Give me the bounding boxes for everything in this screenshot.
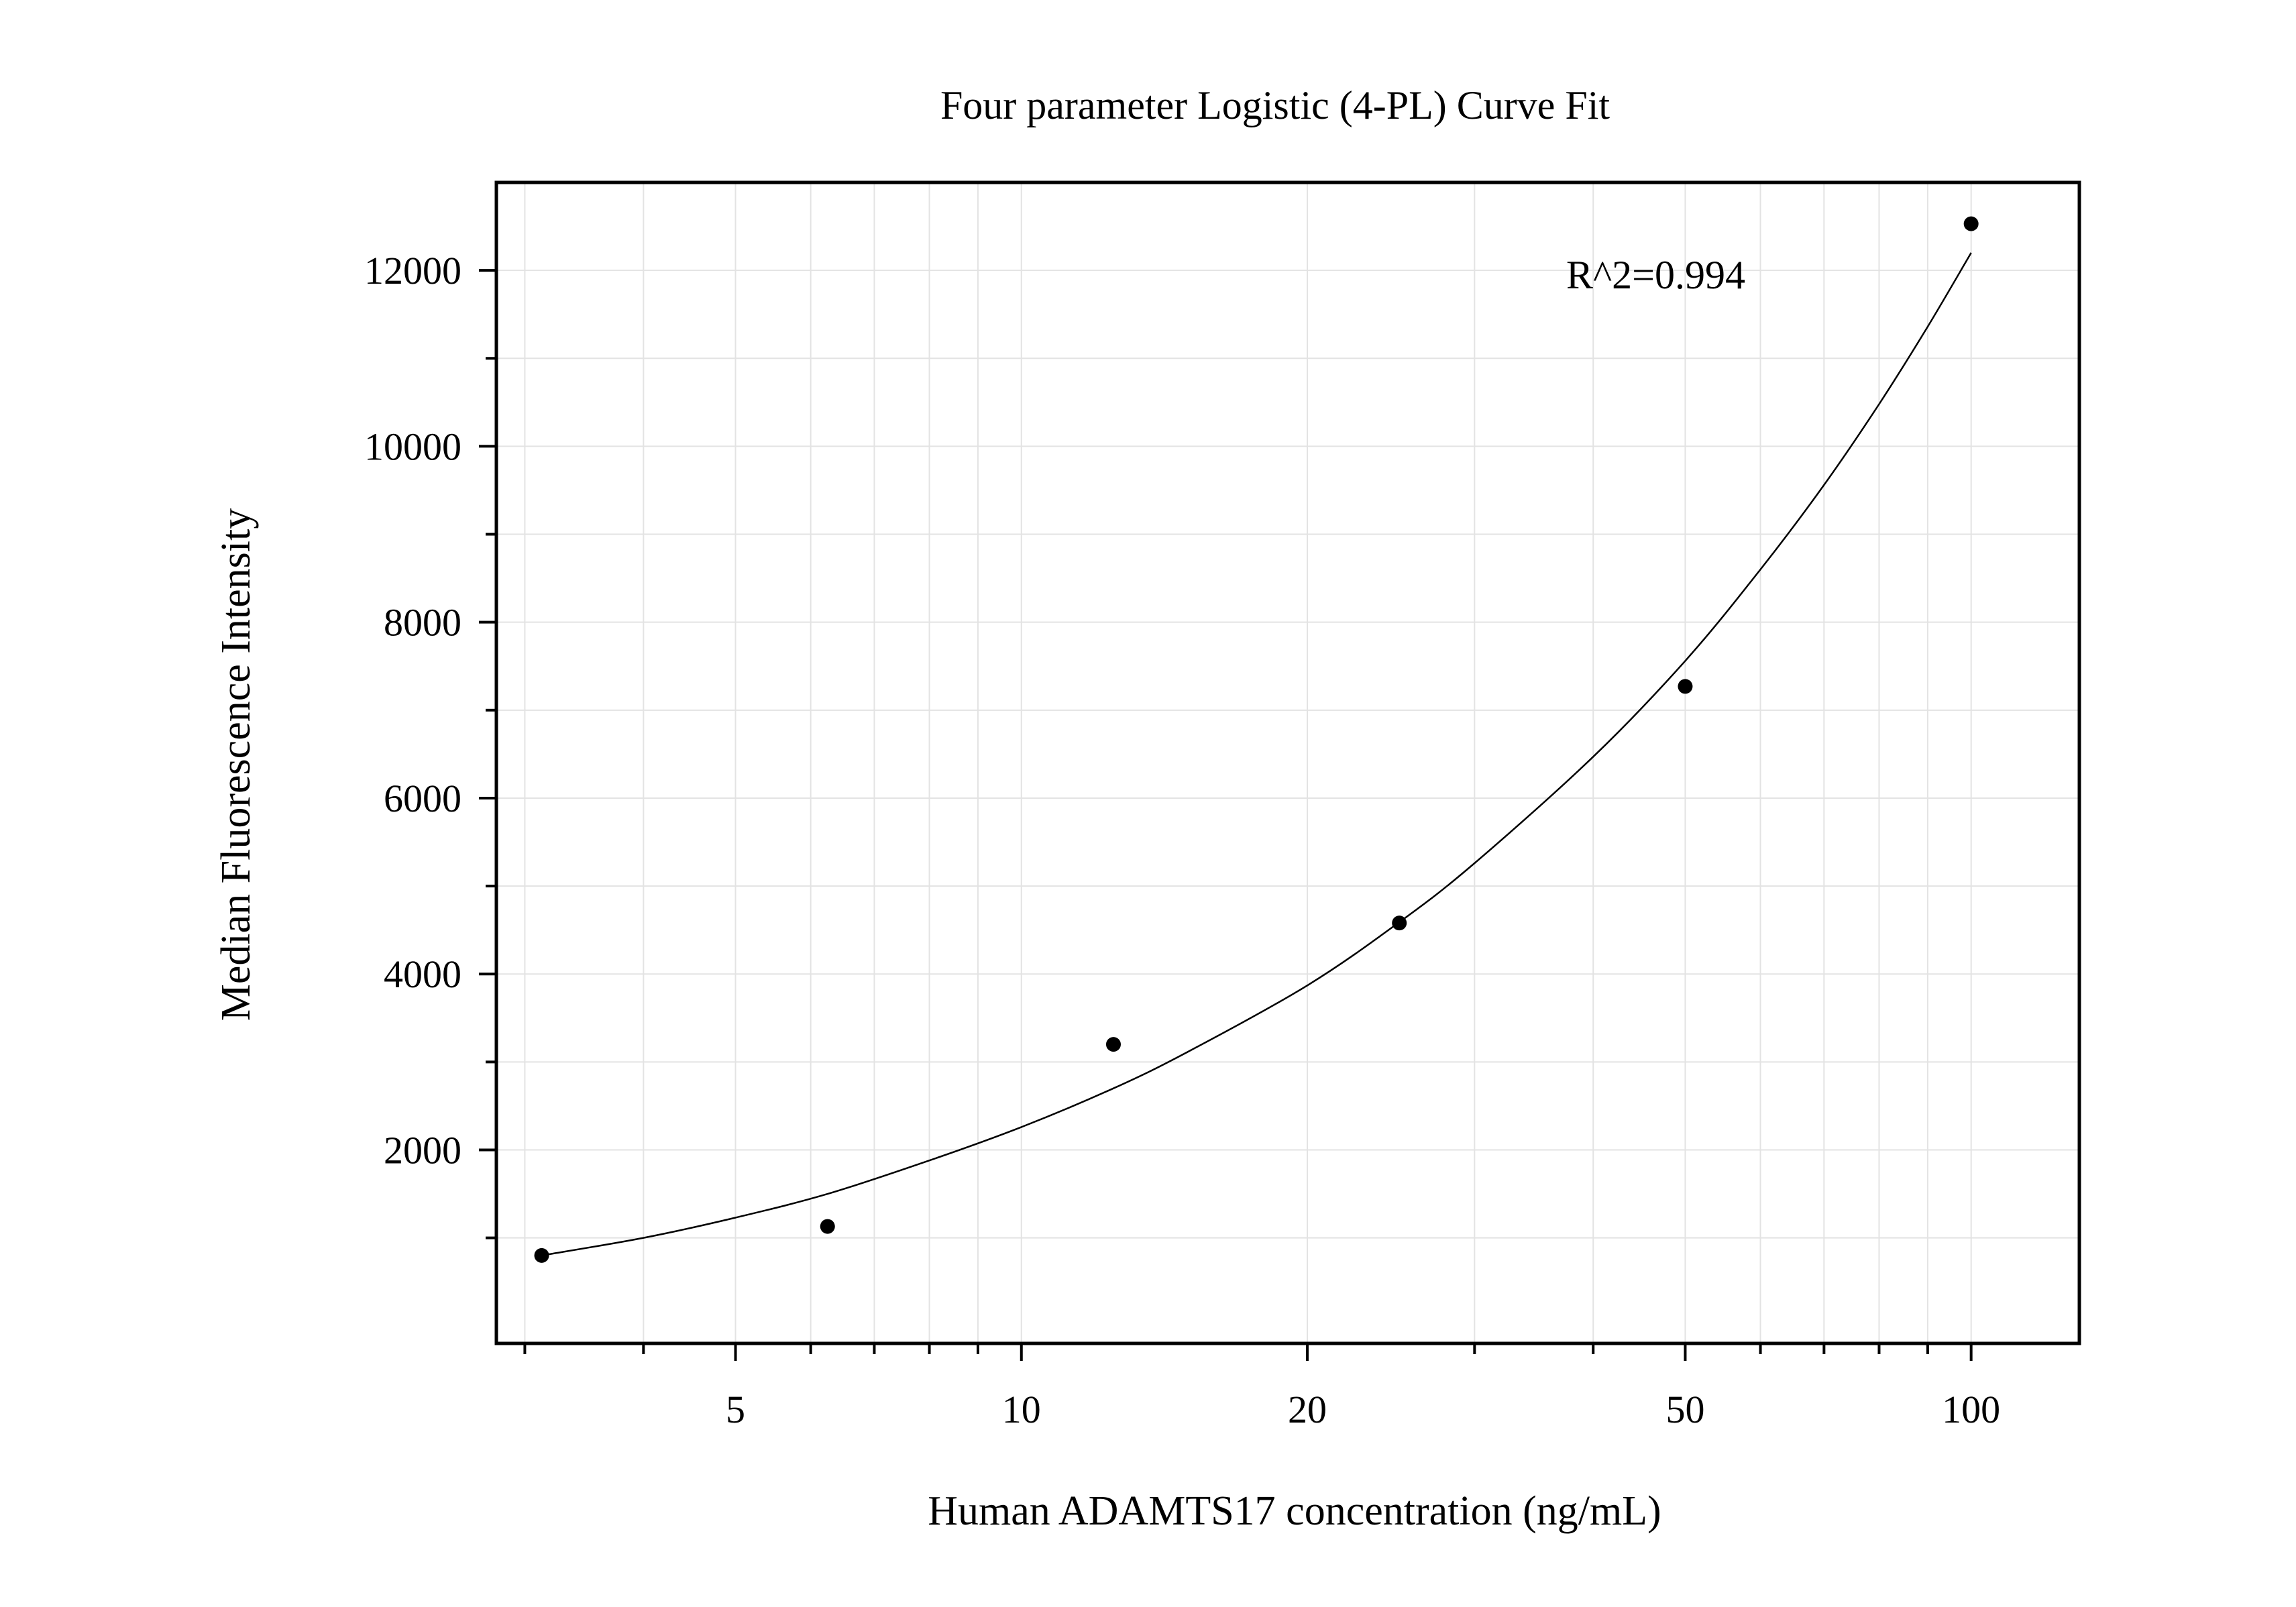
y-tick-label: 8000	[384, 601, 461, 645]
y-tick-label: 10000	[364, 425, 461, 468]
y-tick-label: 2000	[384, 1129, 461, 1172]
x-tick-label: 100	[1942, 1388, 2000, 1431]
axes-layer	[479, 180, 2081, 1361]
r-squared-annotation: R^2=0.994	[1566, 253, 1745, 297]
x-tick-label: 50	[1665, 1388, 1704, 1431]
points-layer	[534, 216, 1979, 1263]
x-tick-label: 20	[1288, 1388, 1327, 1431]
data-point	[820, 1219, 835, 1234]
chart-title: Four parameter Logistic (4-PL) Curve Fit	[940, 83, 1610, 127]
x-tick-label: 10	[1002, 1388, 1041, 1431]
data-point	[534, 1248, 549, 1263]
y-tick-label: 4000	[384, 952, 461, 996]
y-tick-label: 6000	[384, 777, 461, 820]
plot-frame	[494, 180, 2081, 1345]
curve-layer	[541, 252, 1972, 1257]
fit-curve-line	[541, 252, 1972, 1257]
x-tick-label: 5	[726, 1388, 745, 1431]
y-tick-label: 12000	[364, 249, 461, 292]
tick-label-layer: 5 10 20 50 100 2000 4000 6000 8000 10000 12000	[364, 249, 2000, 1431]
grid-layer	[496, 182, 2079, 1343]
data-point	[1963, 216, 1979, 231]
y-axis-label: Median Fluorescence Intensity	[213, 508, 259, 1021]
x-axis-label: Human ADAMTS17 concentration (ng/mL)	[928, 1488, 1661, 1534]
data-point	[1678, 679, 1693, 694]
data-point	[1105, 1037, 1121, 1052]
data-point	[1392, 916, 1407, 931]
